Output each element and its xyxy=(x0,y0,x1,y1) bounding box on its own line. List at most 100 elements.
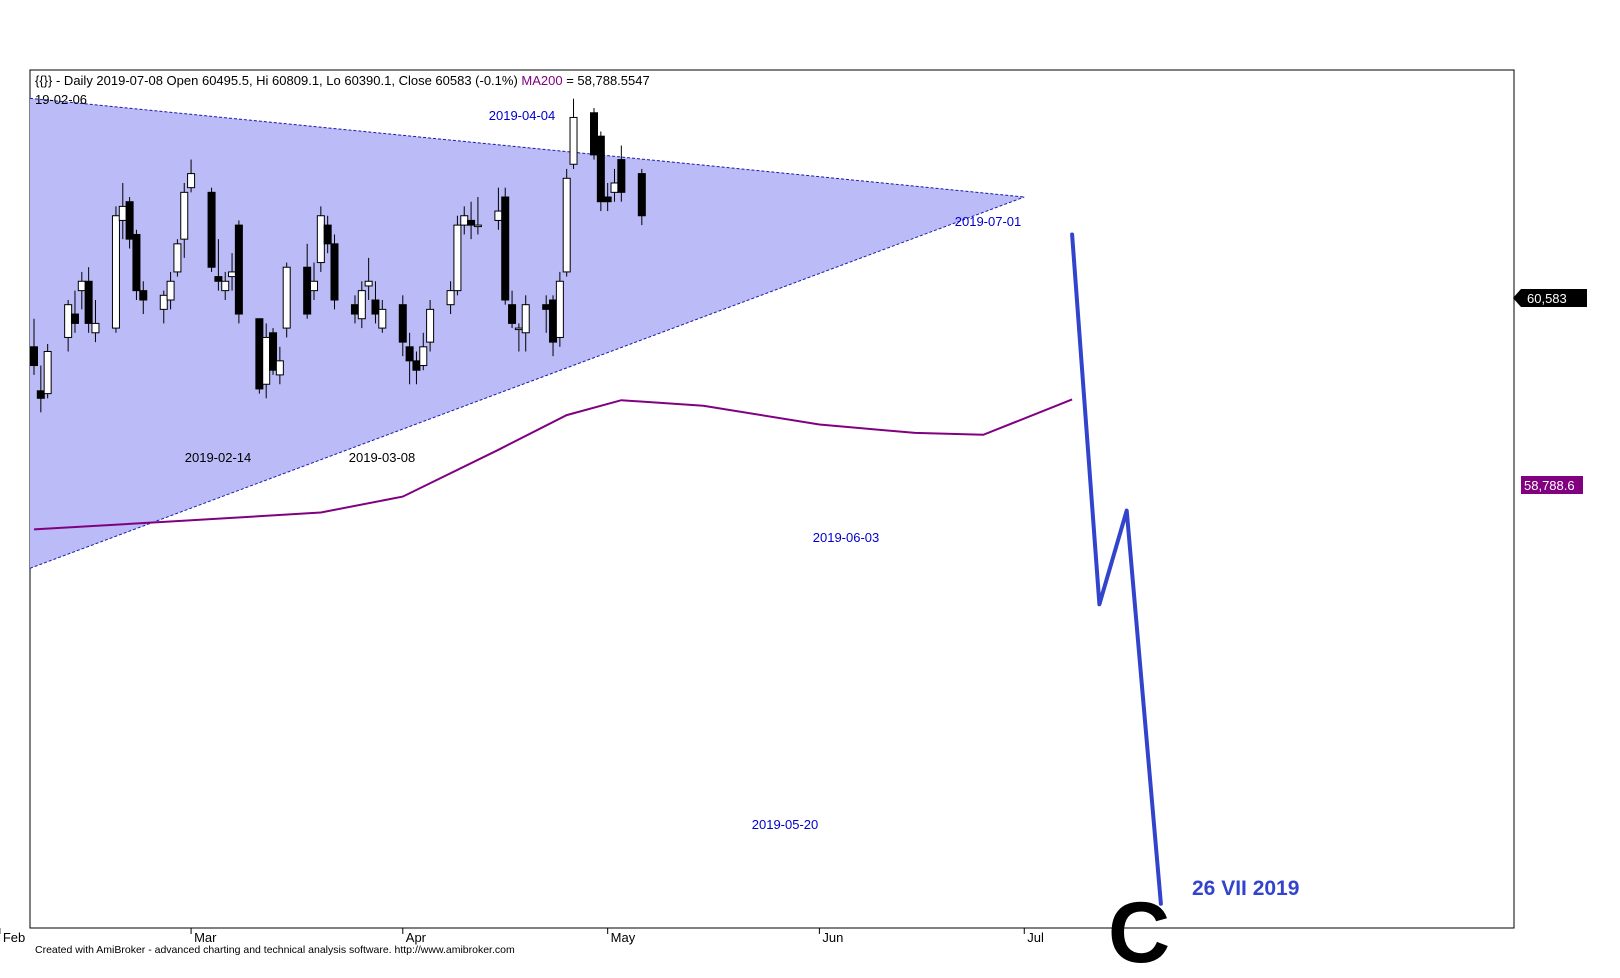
candle-body xyxy=(637,173,646,217)
annotation-label: 2019-04-04 xyxy=(489,108,556,123)
candle xyxy=(637,168,646,226)
candle xyxy=(187,159,196,193)
candle-body xyxy=(310,280,319,292)
candle-body xyxy=(412,360,421,371)
candle-body xyxy=(350,304,359,315)
candle xyxy=(91,300,100,343)
candle-body xyxy=(180,191,189,240)
candle xyxy=(214,239,223,291)
candle xyxy=(603,182,612,212)
candle-body xyxy=(378,308,387,329)
candle xyxy=(596,131,605,212)
candle xyxy=(207,187,216,272)
candle xyxy=(569,98,578,169)
annotation-label: 2019-05-20 xyxy=(752,817,819,832)
candle-body xyxy=(364,280,373,287)
candle-body xyxy=(282,266,291,329)
candle-body xyxy=(187,173,196,189)
candle-body xyxy=(542,304,551,310)
month-label: Apr xyxy=(406,930,427,945)
candle-body xyxy=(521,304,530,334)
triangle-upper-line xyxy=(29,97,1025,198)
candle-body xyxy=(132,233,141,292)
candle xyxy=(473,197,482,235)
month-label: Mar xyxy=(194,930,217,945)
annotation-label: 2019-03-08 xyxy=(349,450,416,465)
ma-label: MA200 xyxy=(521,73,562,88)
chart-header: {{}} - Daily 2019-07-08 Open 60495.5, Hi… xyxy=(35,73,650,88)
triangle-pattern xyxy=(29,97,1025,569)
candle-body xyxy=(43,350,52,395)
candle xyxy=(521,295,530,352)
candle xyxy=(70,290,79,333)
month-label: Feb xyxy=(3,930,25,945)
candle-body xyxy=(426,308,435,343)
candle-body xyxy=(255,318,264,390)
candle-body xyxy=(125,201,134,240)
candle-body xyxy=(460,215,469,226)
candle-body xyxy=(419,346,428,367)
candle xyxy=(357,281,366,329)
candle xyxy=(562,168,571,277)
candle-body xyxy=(91,322,100,334)
candle-body xyxy=(514,327,523,331)
candle xyxy=(166,271,175,310)
candle xyxy=(446,281,455,315)
candle-body xyxy=(207,191,216,268)
candle-body xyxy=(228,271,237,278)
candle-body xyxy=(617,159,626,193)
candle-body xyxy=(323,224,332,245)
annotation-label: 2019-06-03 xyxy=(813,530,880,545)
candle xyxy=(467,201,476,240)
candle-body xyxy=(77,280,86,292)
candle xyxy=(282,262,291,338)
candle-body xyxy=(303,266,312,315)
candle xyxy=(132,229,141,300)
candle-body xyxy=(166,280,175,301)
candle xyxy=(419,332,428,371)
candle xyxy=(310,262,319,300)
candle-body xyxy=(221,280,230,292)
candle-body xyxy=(405,346,414,362)
candle-body xyxy=(467,219,476,226)
candle-body xyxy=(555,280,564,338)
triangle-lower-line xyxy=(29,196,1025,569)
candle xyxy=(617,145,626,202)
date-annotations: 2019-04-04 2019-07-01 2019-02-14 2019-03-08… xyxy=(185,108,1022,832)
target-date-label: 26 VII 2019 xyxy=(1192,877,1299,900)
candle xyxy=(378,300,387,333)
month-label: Jun xyxy=(822,930,843,945)
candles xyxy=(30,98,646,413)
ma-value: = 58,788.5547 xyxy=(563,73,650,88)
candle xyxy=(398,295,407,357)
ma200-line xyxy=(33,398,1073,531)
triangle-fill xyxy=(30,98,1025,569)
candle-body xyxy=(84,280,93,324)
candle-body xyxy=(214,276,223,282)
candle-body xyxy=(139,290,148,301)
candle-body xyxy=(64,304,73,338)
annotation-label: 2019-07-01 xyxy=(955,214,1022,229)
candle-body xyxy=(118,205,127,221)
projection-polyline xyxy=(1070,232,1163,906)
candle xyxy=(84,267,93,333)
candle-body xyxy=(562,177,571,273)
candle xyxy=(36,365,45,413)
candle-body xyxy=(446,290,455,306)
candle xyxy=(364,257,373,300)
candle xyxy=(590,108,599,160)
candle-body xyxy=(494,210,503,221)
candle-body xyxy=(603,196,612,203)
candle xyxy=(221,271,230,300)
footer-credit: Created with AmiBroker - advanced charti… xyxy=(35,944,515,956)
candle-body xyxy=(262,336,271,385)
candle-body xyxy=(111,215,120,329)
candle xyxy=(426,300,435,352)
candle xyxy=(501,187,510,305)
candle xyxy=(180,182,189,258)
candle xyxy=(330,234,339,310)
candle xyxy=(405,332,414,385)
candle-body xyxy=(275,360,284,376)
candle xyxy=(139,281,148,315)
candle-body xyxy=(269,332,278,371)
